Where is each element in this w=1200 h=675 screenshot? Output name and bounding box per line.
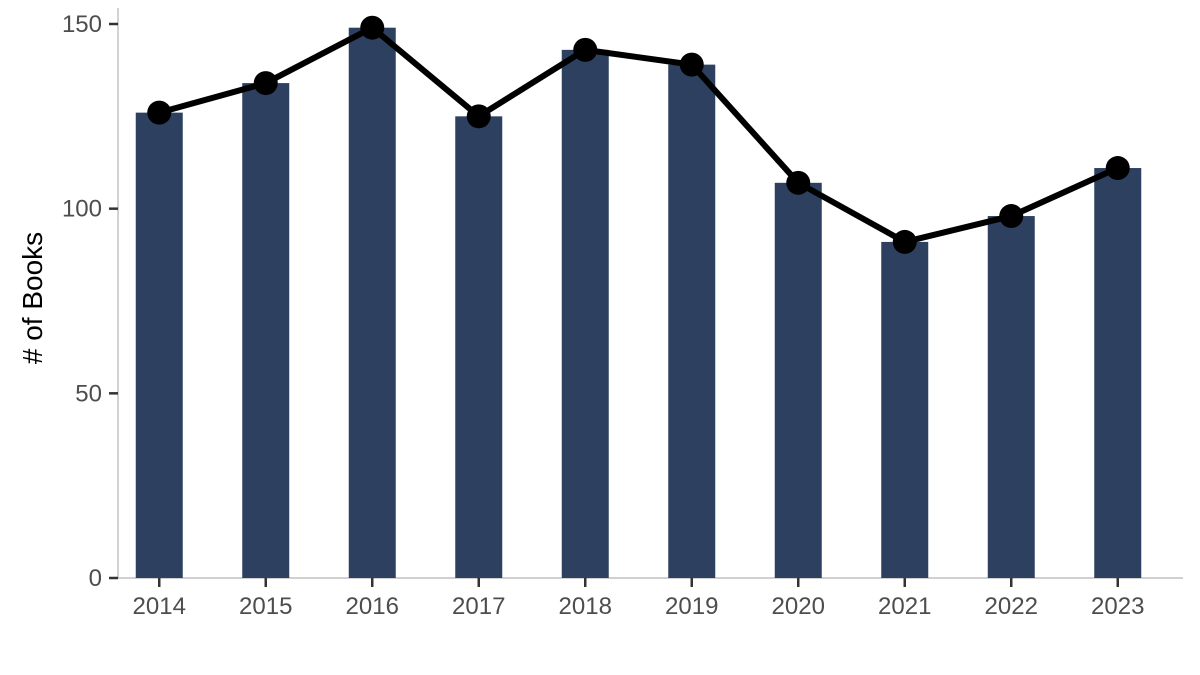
bar-2023 [1094, 168, 1142, 579]
bar-2019 [668, 64, 716, 579]
point-2020 [786, 170, 811, 195]
point-2023 [1105, 156, 1130, 181]
x-tick-label: 2021 [878, 593, 931, 620]
bar-2015 [242, 83, 290, 579]
bar-2021 [881, 241, 929, 578]
x-axis-ticks: 2014 2015 2016 2017 2018 2019 2020 2021 2022 2023 [133, 578, 1144, 620]
y-tick-label: 150 [62, 11, 102, 38]
bar-series [135, 27, 1142, 579]
bar-2016 [348, 27, 396, 578]
y-tick-label: 0 [89, 565, 102, 592]
bar-2020 [774, 182, 822, 578]
x-tick-label: 2019 [665, 593, 718, 620]
trend-line [156, 24, 1121, 245]
x-tick-label: 2018 [559, 593, 612, 620]
x-tick-label: 2023 [1091, 593, 1144, 620]
y-axis-title: # of Books [17, 232, 48, 364]
trend-points [147, 15, 1130, 254]
point-2019 [679, 52, 704, 77]
y-tick-label: 50 [75, 380, 102, 407]
y-axis-ticks: 0 50 100 150 [62, 11, 118, 592]
point-2018 [573, 37, 598, 62]
x-tick-label: 2015 [239, 593, 292, 620]
point-2015 [253, 71, 278, 96]
bar-2022 [987, 216, 1035, 578]
x-tick-label: 2016 [346, 593, 399, 620]
y-tick-label: 100 [62, 196, 102, 223]
point-2014 [147, 100, 172, 125]
x-tick-label: 2014 [133, 593, 186, 620]
point-2017 [466, 104, 491, 129]
bar-2018 [561, 49, 609, 578]
point-2022 [999, 204, 1024, 229]
x-tick-label: 2022 [985, 593, 1038, 620]
point-2016 [360, 15, 385, 40]
bar-2014 [135, 112, 183, 578]
point-2021 [892, 229, 917, 254]
x-tick-label: 2017 [452, 593, 505, 620]
bar-2017 [455, 116, 503, 578]
x-tick-label: 2020 [772, 593, 825, 620]
